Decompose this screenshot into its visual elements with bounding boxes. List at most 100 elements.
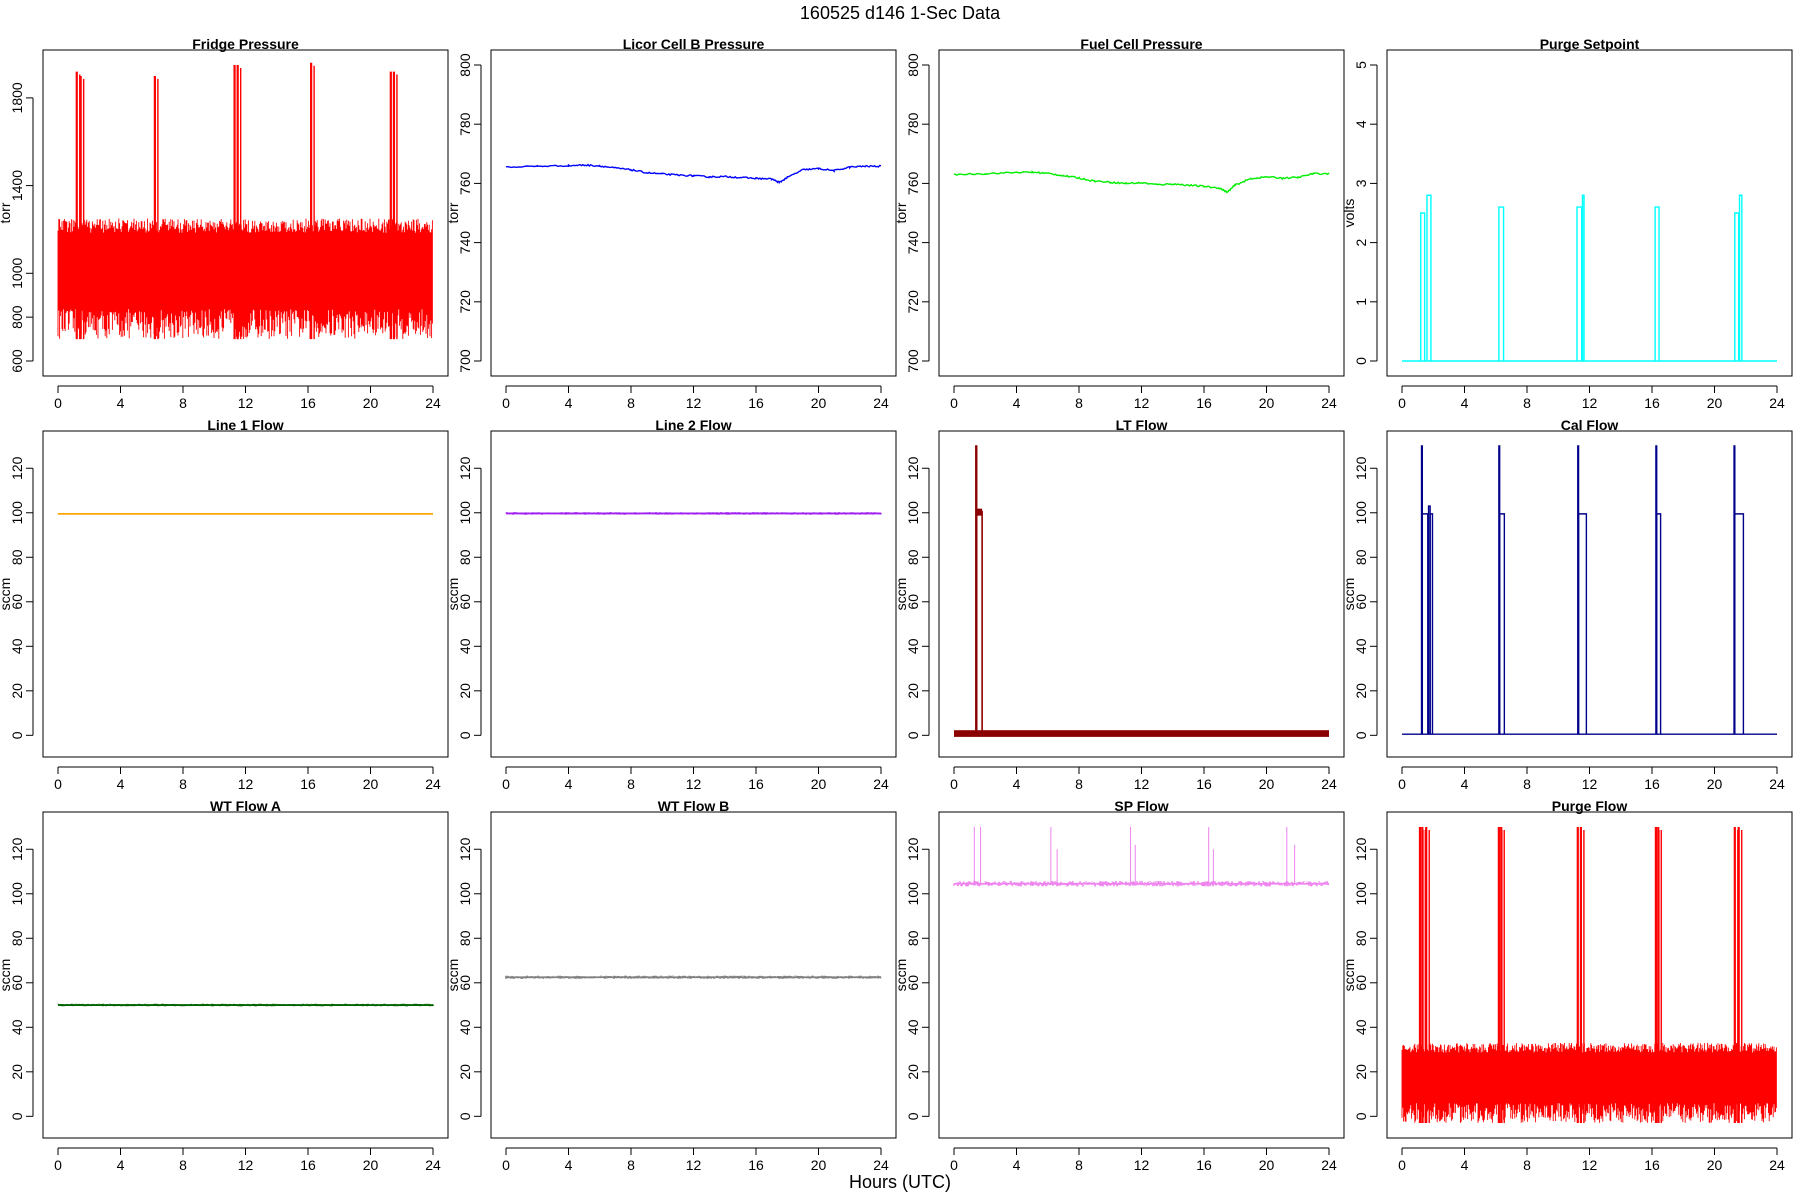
x-tick-label: 12: [1134, 776, 1150, 792]
x-tick-label: 8: [1523, 1157, 1531, 1173]
y-tick-label: 40: [457, 1019, 473, 1035]
pulse: [1421, 513, 1429, 735]
series-3: [953, 170, 1330, 194]
panel-10: WT Flow B 0 4 8 12 16 20 24 0 20 40 60 80 100 120 sccm: [445, 798, 897, 1173]
x-tick-label: 8: [1075, 1157, 1083, 1173]
plot-frame: [490, 430, 897, 758]
pulse: [1734, 513, 1745, 735]
y-tick-label: 40: [905, 638, 921, 654]
pulse: [975, 510, 983, 734]
y-axis-label: sccm: [445, 578, 461, 611]
x-tick-label: 4: [117, 776, 125, 792]
x-tick-label: 4: [565, 395, 573, 411]
y-tick-label: 720: [905, 290, 921, 314]
x-tick-label: 8: [179, 776, 187, 792]
panel-title: Line 2 Flow: [655, 417, 731, 433]
y-tick-label: 40: [905, 1019, 921, 1035]
plot-frame: [1386, 49, 1793, 377]
y-tick-label: 700: [457, 349, 473, 373]
x-tick-label: 4: [565, 776, 573, 792]
x-tick-label: 8: [627, 1157, 635, 1173]
x-tick-label: 16: [300, 395, 316, 411]
y-tick-label: 740: [457, 231, 473, 255]
panel-11: SP Flow 0 4 8 12 16 20 24 0 20 40 60 80 100 120 sccm: [893, 798, 1345, 1173]
x-tick-label: 24: [1321, 395, 1337, 411]
x-tick-label: 24: [425, 776, 441, 792]
x-tick-label: 16: [1196, 395, 1212, 411]
x-tick-label: 20: [811, 776, 827, 792]
y-tick-label: 80: [905, 549, 921, 565]
pulse: [1498, 206, 1505, 361]
pulse: [1420, 212, 1426, 361]
x-tick-label: 4: [565, 1157, 573, 1173]
series-1: [57, 62, 433, 340]
panel-title: Cal Flow: [1561, 417, 1619, 433]
y-axis-label: volts: [1341, 199, 1357, 228]
panel-title: Line 1 Flow: [207, 417, 283, 433]
pulse: [1738, 194, 1743, 361]
x-tick-label: 16: [1644, 1157, 1660, 1173]
y-axis-label: sccm: [0, 578, 13, 611]
y-tick-label: 80: [1353, 549, 1369, 565]
y-tick-label: 100: [1353, 882, 1369, 906]
series-7: [954, 445, 1329, 737]
y-tick-label: 800: [9, 305, 25, 329]
y-tick-label: 120: [905, 837, 921, 861]
plot-frame: [42, 49, 449, 377]
y-tick-label: 100: [1353, 501, 1369, 525]
series-line: [505, 163, 882, 185]
y-tick-label: 40: [9, 638, 25, 654]
series-9: [57, 1003, 434, 1007]
x-tick-label: 8: [1523, 776, 1531, 792]
plot-frame: [42, 430, 449, 758]
y-tick-label: 120: [1353, 456, 1369, 480]
y-tick-label: 20: [905, 683, 921, 699]
pulse: [1577, 513, 1588, 735]
x-tick-label: 12: [238, 395, 254, 411]
x-tick-label: 20: [1259, 1157, 1275, 1173]
y-tick-label: 800: [905, 53, 921, 77]
noise-band: [1401, 1042, 1777, 1123]
x-tick-label: 12: [686, 395, 702, 411]
y-tick-label: 740: [905, 231, 921, 255]
x-tick-label: 24: [1769, 395, 1785, 411]
y-tick-label: 80: [1353, 930, 1369, 946]
y-tick-label: 120: [9, 837, 25, 861]
x-tick-label: 16: [1644, 395, 1660, 411]
y-tick-label: 0: [1353, 357, 1369, 365]
y-axis-label: sccm: [1341, 578, 1357, 611]
x-tick-label: 8: [179, 395, 187, 411]
panel-title: WT Flow B: [658, 798, 730, 814]
x-tick-label: 20: [811, 395, 827, 411]
x-tick-label: 0: [950, 1157, 958, 1173]
panel-12: Purge Flow 0 4 8 12 16 20 24 0 20 40 60 80 100 120 sccm: [1341, 798, 1793, 1173]
x-tick-label: 12: [1582, 395, 1598, 411]
x-tick-label: 24: [1769, 776, 1785, 792]
series-10: [505, 975, 882, 979]
pulse: [1429, 513, 1434, 735]
series-8: [1402, 445, 1777, 735]
x-tick-label: 0: [950, 776, 958, 792]
panel-title: Licor Cell B Pressure: [623, 36, 765, 52]
plot-frame: [938, 811, 1345, 1139]
x-tick-label: 0: [54, 776, 62, 792]
x-axis-label: Hours (UTC): [849, 1172, 951, 1192]
x-tick-label: 0: [502, 395, 510, 411]
y-tick-label: 60: [9, 975, 25, 991]
x-tick-label: 16: [748, 395, 764, 411]
x-tick-label: 8: [627, 776, 635, 792]
plot-frame: [1386, 430, 1793, 758]
y-tick-label: 60: [905, 594, 921, 610]
x-tick-label: 20: [811, 1157, 827, 1173]
y-tick-label: 80: [9, 930, 25, 946]
y-tick-label: 100: [905, 882, 921, 906]
y-tick-label: 100: [9, 501, 25, 525]
plot-frame: [42, 811, 449, 1139]
x-tick-label: 0: [1398, 1157, 1406, 1173]
x-tick-label: 8: [1523, 395, 1531, 411]
y-tick-label: 600: [9, 349, 25, 373]
x-tick-label: 16: [1644, 776, 1660, 792]
x-tick-label: 4: [117, 395, 125, 411]
x-tick-label: 0: [950, 395, 958, 411]
x-tick-label: 24: [873, 1157, 889, 1173]
